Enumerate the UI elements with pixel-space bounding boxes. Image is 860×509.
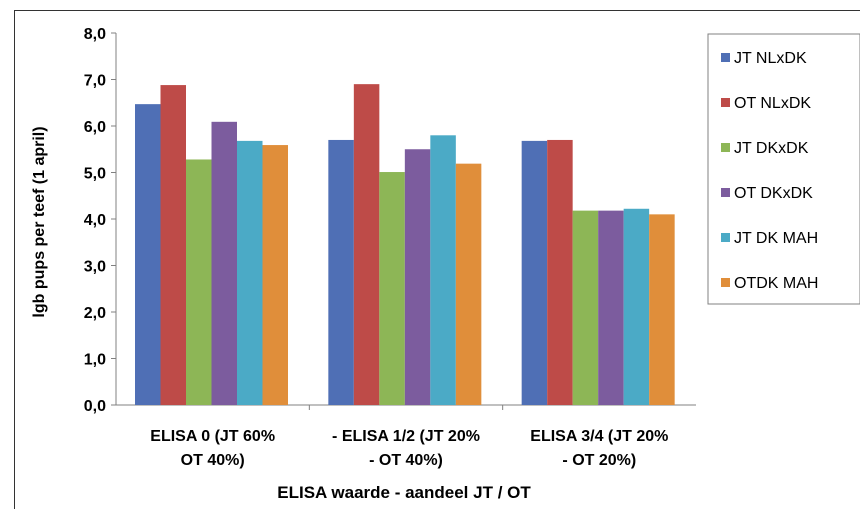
legend-entry: JT DK MAH	[734, 230, 818, 247]
bar	[455, 163, 482, 405]
bar	[598, 210, 624, 405]
legend-swatch	[721, 278, 730, 287]
x-category-label: - OT 20%)	[562, 452, 636, 469]
bar	[160, 85, 186, 405]
bar	[211, 121, 237, 405]
bar	[521, 140, 548, 405]
y-axis-label: lgb pups per teef (1 april)	[31, 126, 48, 317]
bar	[572, 210, 599, 405]
y-tick-label: 1,0	[84, 352, 106, 369]
bar	[547, 139, 573, 405]
bars	[135, 84, 675, 406]
legend-entry: OTDK MAH	[734, 275, 818, 292]
x-axis-label: ELISA waarde - aandeel JT / OT	[277, 483, 531, 502]
legend-swatch	[721, 143, 730, 152]
bar	[237, 140, 263, 405]
legend-box	[707, 33, 860, 305]
bar	[135, 104, 161, 406]
y-tick-label: 7,0	[84, 73, 106, 90]
y-tick-label: 3,0	[84, 259, 106, 276]
legend-swatch	[721, 233, 730, 242]
x-category-label: - OT 40%)	[369, 452, 443, 469]
bar	[430, 135, 456, 406]
y-tick-labels: 0,0 1,0 2,0 3,0 4,0 5,0 6,0 7,0 8,0	[84, 26, 106, 415]
legend: JT NLxDK OT NLxDK JT DKxDK OT DKxDK JT DK MA…	[707, 33, 860, 305]
legend-swatch	[721, 53, 730, 62]
y-tick-label: 6,0	[84, 119, 106, 136]
bar	[379, 172, 405, 405]
bar	[649, 214, 675, 405]
top-strip	[0, 0, 860, 9]
bar	[328, 139, 354, 405]
legend-entry: JT NLxDK	[734, 50, 807, 67]
bar	[186, 159, 212, 405]
bar	[404, 149, 431, 405]
x-category-label: OT 40%)	[181, 452, 245, 469]
legend-swatch	[721, 98, 730, 107]
legend-swatch	[721, 188, 730, 197]
y-tick-label: 4,0	[84, 212, 106, 229]
y-tick-label: 8,0	[84, 26, 106, 43]
bar	[262, 145, 288, 405]
y-tick-label: 5,0	[84, 166, 106, 183]
y-tick-label: 2,0	[84, 305, 106, 322]
x-category-label: ELISA 0 (JT 60%	[150, 428, 275, 445]
x-category-labels: ELISA 0 (JT 60% OT 40%) - ELISA 1/2 (JT 20…	[150, 428, 668, 469]
x-category-label: ELISA 3/4 (JT 20%	[530, 428, 668, 445]
legend-entry: OT DKxDK	[734, 185, 813, 202]
legend-entry: OT NLxDK	[734, 95, 811, 112]
x-category-label: - ELISA 1/2 (JT 20%	[332, 428, 480, 445]
bar	[353, 84, 380, 406]
bar	[623, 208, 650, 405]
legend-entry: JT DKxDK	[734, 140, 809, 157]
y-tick-label: 0,0	[84, 398, 106, 415]
